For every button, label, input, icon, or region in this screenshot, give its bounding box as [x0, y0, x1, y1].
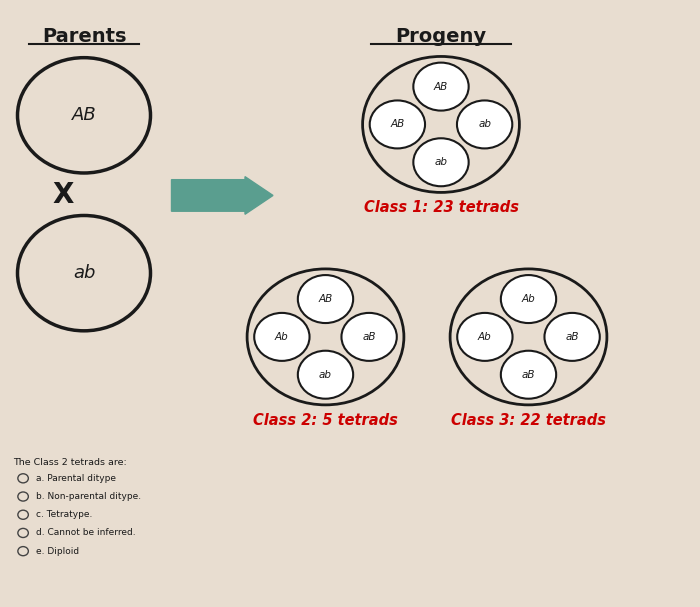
Text: Class 2: 5 tetrads: Class 2: 5 tetrads: [253, 413, 398, 427]
Text: b. Non-parental ditype.: b. Non-parental ditype.: [36, 492, 141, 501]
Text: ab: ab: [319, 370, 332, 380]
Circle shape: [413, 63, 469, 110]
Circle shape: [457, 100, 512, 149]
Circle shape: [298, 351, 354, 399]
Text: Ab: Ab: [275, 332, 289, 342]
FancyArrow shape: [172, 177, 273, 214]
Text: Class 1: 23 tetrads: Class 1: 23 tetrads: [363, 200, 519, 215]
Circle shape: [254, 313, 309, 361]
Circle shape: [342, 313, 397, 361]
Text: AB: AB: [391, 120, 405, 129]
Text: e. Diploid: e. Diploid: [36, 547, 80, 555]
Text: Ab: Ab: [522, 294, 536, 304]
Text: ab: ab: [435, 157, 447, 168]
Text: Progeny: Progeny: [395, 27, 486, 46]
Circle shape: [545, 313, 600, 361]
Text: AB: AB: [71, 106, 97, 124]
Text: X: X: [52, 181, 74, 209]
Circle shape: [298, 275, 354, 323]
Circle shape: [500, 351, 556, 399]
Text: a. Parental ditype: a. Parental ditype: [36, 474, 116, 483]
Text: Ab: Ab: [478, 332, 492, 342]
Text: ab: ab: [73, 264, 95, 282]
Text: aB: aB: [566, 332, 579, 342]
Circle shape: [370, 100, 425, 149]
Text: AB: AB: [318, 294, 332, 304]
Text: d. Cannot be inferred.: d. Cannot be inferred.: [36, 529, 136, 537]
Text: aB: aB: [363, 332, 376, 342]
Circle shape: [500, 275, 556, 323]
Text: c. Tetratype.: c. Tetratype.: [36, 510, 93, 519]
Text: aB: aB: [522, 370, 536, 380]
Text: ab: ab: [478, 120, 491, 129]
Circle shape: [413, 138, 469, 186]
Text: The Class 2 tetrads are:: The Class 2 tetrads are:: [13, 458, 126, 467]
Text: AB: AB: [434, 81, 448, 92]
Text: Class 3: 22 tetrads: Class 3: 22 tetrads: [451, 413, 606, 427]
Text: Parents: Parents: [42, 27, 126, 46]
Circle shape: [457, 313, 512, 361]
